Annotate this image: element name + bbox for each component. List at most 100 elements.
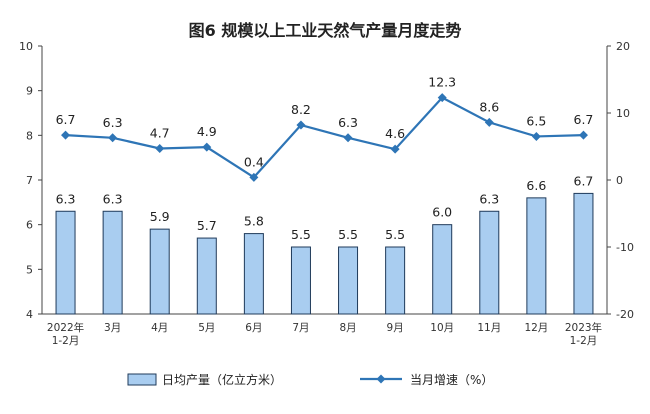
line-point <box>578 130 588 140</box>
line-point <box>437 93 447 103</box>
bar <box>573 192 594 315</box>
x-tick-line: 1-2月 <box>570 335 598 347</box>
bar <box>385 246 406 315</box>
line-value-label: 4.7 <box>150 126 170 141</box>
bar <box>338 246 359 315</box>
bar-value-label: 5.5 <box>291 227 311 242</box>
x-tick-label: 2022年 1-2月 <box>47 321 84 347</box>
line-point <box>108 133 118 143</box>
legend-line-marker <box>376 374 386 384</box>
bar-value-label: 6.3 <box>103 191 123 206</box>
line-value-label: 6.3 <box>338 115 358 130</box>
x-tick-label: 5月 <box>198 322 215 334</box>
x-tick-line: 6月 <box>245 322 262 334</box>
bar <box>55 210 76 315</box>
line-point <box>531 131 541 141</box>
bar-value-label: 6.3 <box>56 191 76 206</box>
legend-bar-swatch <box>127 373 157 386</box>
bar <box>243 233 264 315</box>
x-tick-label: 6月 <box>245 322 262 334</box>
bar-value-label: 6.6 <box>526 178 546 193</box>
bar-value-label: 5.5 <box>385 227 405 242</box>
x-tick-line: 1-2月 <box>52 335 80 347</box>
left-tick-label: 9 <box>26 85 33 98</box>
line-value-label: 6.3 <box>103 115 123 130</box>
x-tick-line: 3月 <box>104 322 121 334</box>
line-value-label: 6.7 <box>574 112 594 127</box>
line-point <box>484 117 494 127</box>
bar-value-label: 6.3 <box>479 191 499 206</box>
x-tick-label: 4月 <box>151 322 168 334</box>
line-value-label: 6.7 <box>56 112 76 127</box>
plot-area: 4 5 6 7 8 9 10 -20 -10 0 10 20 <box>19 40 634 321</box>
x-tick-label: 11月 <box>477 322 501 334</box>
bar-value-label: 5.8 <box>244 214 264 229</box>
x-tick-label: 3月 <box>104 322 121 334</box>
left-tick-label: 5 <box>26 263 33 276</box>
x-tick-line: 2022年 <box>47 321 84 334</box>
x-tick-label: 12月 <box>524 322 548 334</box>
bar <box>102 210 123 315</box>
x-tick-line: 12月 <box>524 322 548 334</box>
line-point <box>202 142 212 152</box>
line-value-label: 4.9 <box>197 124 217 139</box>
legend: 日均产量（亿立方米） 当月增速（%） <box>127 372 493 387</box>
line-point <box>296 120 306 130</box>
line-value-label: 0.4 <box>244 154 264 169</box>
x-tick-line: 2023年 <box>565 321 602 334</box>
legend-line-label: 当月增速（%） <box>410 373 493 387</box>
line-point <box>155 144 165 154</box>
x-tick-label: 9月 <box>387 322 404 334</box>
x-tick-line: 9月 <box>387 322 404 334</box>
x-tick-line: 5月 <box>198 322 215 334</box>
left-tick-label: 7 <box>26 174 33 187</box>
right-tick-label: 20 <box>616 40 630 53</box>
line-point <box>249 172 259 182</box>
bar-series <box>55 192 594 315</box>
line-point <box>390 144 400 154</box>
left-tick-label: 10 <box>19 40 33 53</box>
legend-bar-label: 日均产量（亿立方米） <box>162 372 282 387</box>
right-tick-label: 0 <box>616 174 623 187</box>
line-value-label: 8.6 <box>479 99 499 114</box>
left-tick-label: 8 <box>26 129 33 142</box>
line-value-labels: 6.7 6.3 4.7 4.9 0.4 8.2 6.3 4.6 12.3 8.6 6.5 6.7 <box>56 75 594 170</box>
line-value-label: 6.5 <box>526 113 546 128</box>
bar-value-label: 5.9 <box>150 209 170 224</box>
right-tick-label: 10 <box>616 107 630 120</box>
x-tick-label: 2023年 1-2月 <box>565 321 602 347</box>
x-tick-line: 11月 <box>477 322 501 334</box>
bar <box>432 224 453 315</box>
x-tick-line: 4月 <box>151 322 168 334</box>
growth-line <box>65 96 584 179</box>
line-point <box>61 130 71 140</box>
x-tick-line: 8月 <box>339 322 356 334</box>
left-tick-label: 6 <box>26 219 33 232</box>
line-value-label: 12.3 <box>428 75 456 90</box>
x-tick-line: 10月 <box>430 322 454 334</box>
x-tick-label: 7月 <box>292 322 309 334</box>
chart-title: 图6 规模以上工业天然气产量月度走势 <box>189 21 462 40</box>
line-point <box>343 133 353 143</box>
bar <box>196 237 217 315</box>
bar-value-label: 5.7 <box>197 218 217 233</box>
x-tick-label: 8月 <box>339 322 356 334</box>
line-value-label: 8.2 <box>291 102 311 117</box>
bar-value-labels: 6.3 6.3 5.9 5.7 5.8 5.5 5.5 5.5 6.0 6.3 6.6 6.7 <box>56 173 594 242</box>
bar <box>526 197 547 315</box>
x-tick-label: 10月 <box>430 322 454 334</box>
line-series <box>61 93 588 182</box>
right-tick-label: -10 <box>616 241 634 254</box>
bar <box>290 246 311 315</box>
bar-value-label: 6.7 <box>574 173 594 188</box>
line-value-label: 4.6 <box>385 126 405 141</box>
x-tick-line: 7月 <box>292 322 309 334</box>
bar <box>479 210 500 315</box>
left-tick-label: 4 <box>26 308 33 321</box>
bar-value-label: 5.5 <box>338 227 358 242</box>
bar <box>149 228 170 315</box>
right-tick-label: -20 <box>616 308 634 321</box>
bar-value-label: 6.0 <box>432 205 452 220</box>
